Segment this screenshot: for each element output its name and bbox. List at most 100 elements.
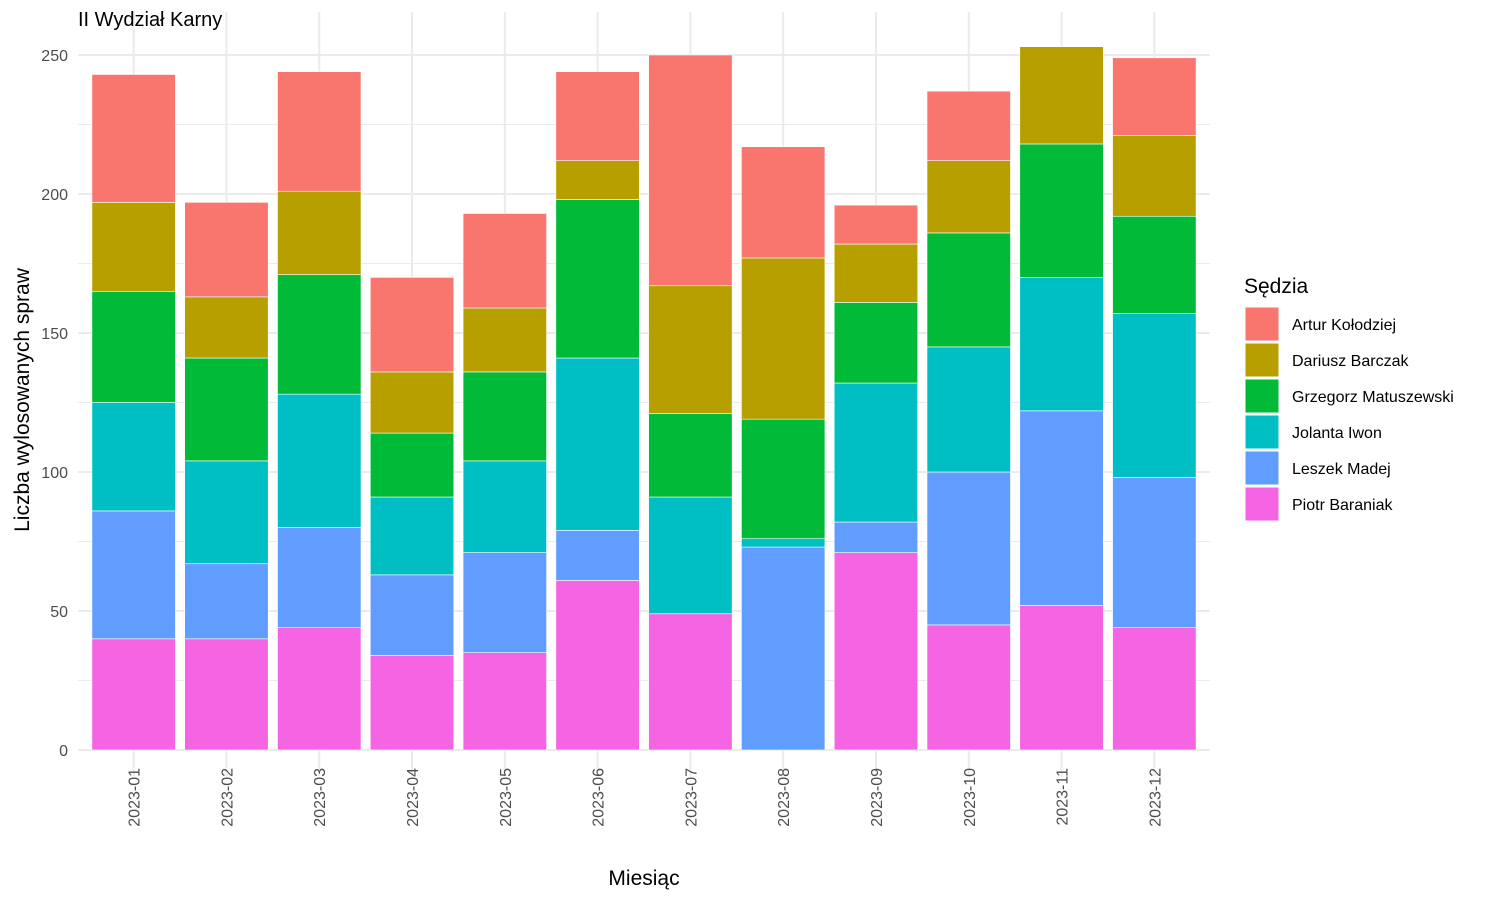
bar-segment — [741, 538, 826, 548]
bar-stack-2023-02 — [184, 202, 269, 751]
x-tick-label: 2023-04 — [405, 768, 422, 827]
bar-segment — [91, 638, 176, 751]
bar-segment — [369, 574, 455, 656]
legend-item: Jolanta Iwon — [1244, 414, 1382, 450]
bar-segment — [926, 471, 1011, 626]
legend-item: Leszek Madej — [1244, 450, 1391, 486]
bar-segment — [648, 54, 733, 287]
y-tick-label: 100 — [41, 465, 68, 482]
bar-segment — [184, 357, 269, 462]
bar-segment — [555, 71, 640, 161]
bar-segment — [648, 613, 733, 751]
legend-item: Dariusz Barczak — [1244, 342, 1409, 378]
bar-stack-2023-08 — [741, 146, 826, 751]
bar-stack-2023-04 — [369, 277, 455, 751]
legend-swatch — [1244, 450, 1280, 486]
bar-segment — [1112, 627, 1197, 751]
bar-segment — [184, 563, 269, 640]
legend-label: Grzegorz Matuszewski — [1292, 389, 1454, 406]
bar-segment — [741, 546, 826, 751]
bar-segment — [91, 74, 176, 203]
x-tick-label: 2023-02 — [219, 768, 236, 827]
bar-segment — [555, 357, 640, 531]
chart-title: II Wydział Karny — [78, 9, 222, 31]
x-tick-label: 2023-01 — [127, 768, 144, 827]
bar-segment — [462, 652, 547, 751]
bar-segment — [833, 204, 919, 245]
bar-segment — [277, 71, 362, 192]
bar-segment — [833, 521, 919, 553]
bar-segment — [369, 277, 455, 373]
bar-segment — [1019, 46, 1104, 145]
bar-segment — [926, 346, 1011, 473]
legend-label: Piotr Baraniak — [1292, 497, 1393, 514]
bar-stack-2023-09 — [833, 204, 919, 751]
bars-layer — [91, 46, 1197, 751]
x-tick-label: 2023-10 — [962, 768, 979, 827]
bar-segment — [369, 371, 455, 434]
bar-segment — [184, 460, 269, 565]
y-tick-label: 250 — [41, 48, 68, 65]
y-tick-label: 50 — [50, 604, 68, 621]
y-axis-title: Liczba wylosowanych spraw — [11, 267, 34, 532]
bar-segment — [926, 160, 1011, 234]
bar-segment — [369, 496, 455, 576]
legend-swatch — [1244, 342, 1280, 378]
bar-segment — [1112, 57, 1197, 136]
legend-swatch — [1244, 378, 1280, 414]
legend-label: Artur Kołodziej — [1292, 317, 1396, 334]
bar-segment — [462, 307, 547, 373]
legend: Sędzia Artur Kołodziej Dariusz Barczak Grz… — [1244, 275, 1454, 522]
bar-segment — [277, 190, 362, 275]
bar-segment — [1019, 143, 1104, 278]
x-tick-label: 2023-03 — [312, 768, 329, 827]
bar-segment — [184, 202, 269, 298]
bar-segment — [555, 580, 640, 751]
x-axis-title: Miesiąc — [608, 867, 679, 890]
bar-segment — [277, 274, 362, 395]
bar-stack-2023-10 — [926, 90, 1011, 751]
bar-segment — [462, 552, 547, 653]
bar-segment — [648, 413, 733, 498]
bar-stack-2023-11 — [1019, 46, 1104, 751]
x-tick-label: 2023-06 — [591, 768, 608, 827]
bar-segment — [91, 202, 176, 292]
bar-segment — [1019, 410, 1104, 606]
x-tick-label: 2023-05 — [498, 768, 515, 827]
bar-segment — [184, 638, 269, 751]
legend-items: Artur Kołodziej Dariusz Barczak Grzegorz M… — [1244, 306, 1454, 522]
bar-segment — [277, 627, 362, 751]
bar-segment — [462, 371, 547, 462]
bar-segment — [462, 460, 547, 553]
legend-label: Dariusz Barczak — [1292, 353, 1409, 370]
bar-stack-2023-05 — [462, 213, 547, 751]
bar-segment — [1112, 313, 1197, 478]
bar-segment — [184, 296, 269, 359]
bar-segment — [1019, 605, 1104, 751]
bar-segment — [741, 418, 826, 540]
bar-segment — [1112, 215, 1197, 314]
bar-segment — [369, 655, 455, 751]
legend-item: Grzegorz Matuszewski — [1244, 378, 1454, 414]
bar-segment — [462, 213, 547, 309]
bar-segment — [1112, 135, 1197, 217]
axis-layer: 0 50 100 150 200 250 2023-01 2023-02 2023-03 2023… — [41, 48, 1164, 827]
bar-segment — [648, 496, 733, 615]
bar-segment — [741, 257, 826, 420]
bar-stack-2023-03 — [277, 71, 362, 751]
legend-label: Jolanta Iwon — [1292, 425, 1382, 442]
bar-segment — [833, 382, 919, 523]
legend-title: Sędzia — [1244, 275, 1309, 298]
legend-swatch — [1244, 414, 1280, 450]
legend-item: Piotr Baraniak — [1244, 486, 1393, 522]
bar-segment — [926, 624, 1011, 751]
bar-segment — [1112, 477, 1197, 628]
bar-segment — [555, 530, 640, 581]
legend-swatch — [1244, 486, 1280, 522]
bar-segment — [648, 285, 733, 414]
legend-label: Leszek Madej — [1292, 461, 1391, 478]
bar-segment — [369, 432, 455, 498]
bar-stack-2023-01 — [91, 74, 176, 751]
bar-stack-2023-06 — [555, 71, 640, 751]
